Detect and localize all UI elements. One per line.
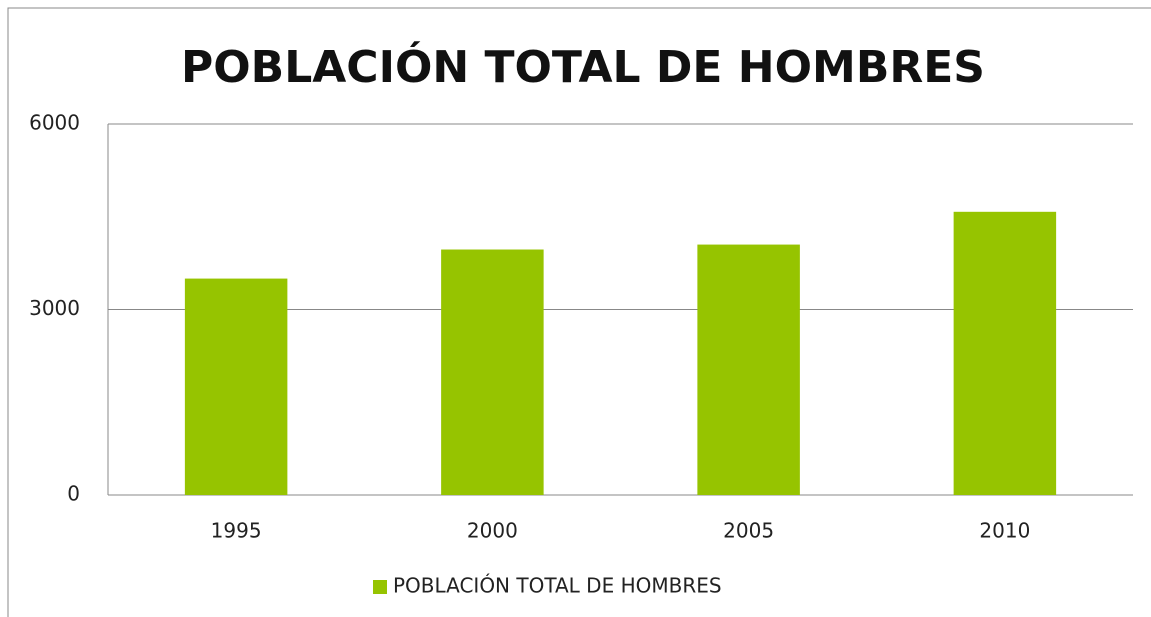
x-tick-label: 2005 [723, 519, 774, 543]
chart-border [7, 7, 1151, 617]
legend-swatch [373, 580, 387, 594]
legend-label: POBLACIÓN TOTAL DE HOMBRES [393, 574, 722, 598]
y-tick-label: 0 [67, 482, 80, 506]
x-tick-label: 1995 [211, 519, 262, 543]
bar [441, 249, 544, 495]
bar [184, 278, 288, 495]
bar [953, 211, 1057, 495]
y-tick-label: 3000 [29, 296, 80, 320]
chart-title: POBLACIÓN TOTAL DE HOMBRES [181, 40, 985, 93]
x-tick-label: 2000 [467, 519, 518, 543]
bar [697, 244, 800, 495]
x-tick-label: 2010 [979, 519, 1030, 543]
y-tick-label: 6000 [29, 111, 80, 135]
